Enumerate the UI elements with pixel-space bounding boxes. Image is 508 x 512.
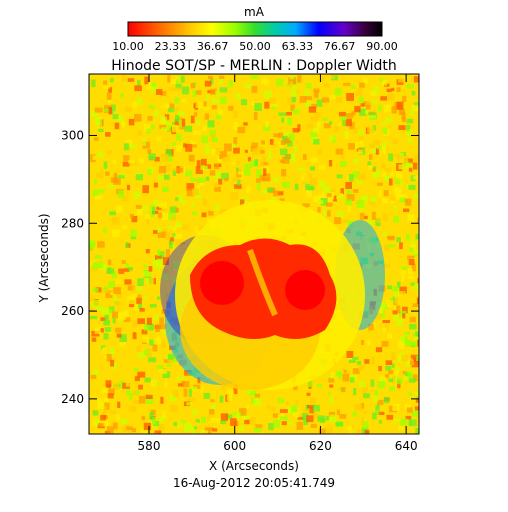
timestamp: 16-Aug-2012 20:05:41.749 [173,476,335,490]
colorbar-tick-label: 50.00 [239,40,271,53]
y-tick-label: 260 [61,304,84,318]
y-tick-label: 300 [61,128,84,142]
colorbar-tick-label: 36.67 [197,40,229,53]
plot-frame [88,73,420,435]
x-tick-label: 580 [138,439,161,453]
figure-title: Hinode SOT/SP - MERLIN : Doppler Width [111,58,396,74]
x-tick-label: 620 [309,439,332,453]
colorbar [127,21,383,37]
colorbar-tick-label: 10.00 [112,40,144,53]
doppler-width-map [89,74,419,434]
x-tick-label: 640 [395,439,418,453]
y-tick-label: 280 [61,216,84,230]
colorbar-tick-label: 63.33 [282,40,314,53]
colorbar-tick-label: 90.00 [366,40,398,53]
x-axis-label: X (Arcseconds) [209,459,299,473]
axis-ticks: 580 600 620 640 240 260 280 300 [61,74,419,453]
colorbar-tick-label: 76.67 [324,40,356,53]
colorbar-tick-label: 23.33 [155,40,187,53]
colorbar-unit: mA [244,5,265,19]
y-tick-label: 240 [61,392,84,406]
y-axis-label: Y (Arcseconds) [37,213,51,303]
colorbar-ticks: 10.00 23.33 36.67 50.00 63.33 76.67 90.00 [112,40,398,53]
x-tick-label: 600 [223,439,246,453]
